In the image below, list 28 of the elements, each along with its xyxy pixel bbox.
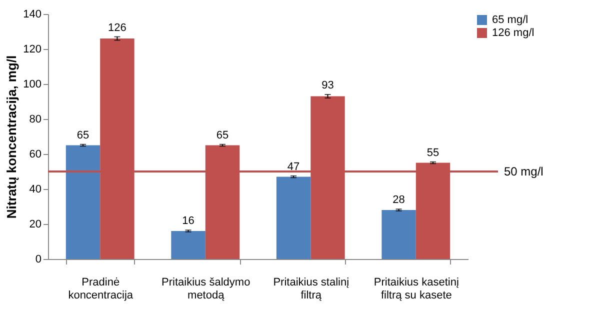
x-tick-label: Pradinė koncentracija <box>68 276 134 302</box>
bar <box>171 231 206 259</box>
x-tick-label: Pritaikius kasetinį filtrą su kasete <box>374 276 460 302</box>
ref-line-label: 50 mg/l <box>504 164 544 178</box>
bar <box>66 145 100 259</box>
y-tick-label: 40 <box>29 184 42 196</box>
y-tick-label: 60 <box>29 148 42 160</box>
y-tick-label: 20 <box>29 218 42 230</box>
x-tick-label: Pritaikius šaldymo metodą <box>162 276 250 302</box>
y-tick-label: 80 <box>29 114 42 126</box>
legend-label: 126 mg/l <box>492 27 534 39</box>
data-label: 28 <box>392 194 405 206</box>
bar <box>382 210 416 259</box>
y-tick-label: 120 <box>23 44 42 56</box>
y-tick-label: 0 <box>35 254 42 266</box>
legend-label: 65 mg/l <box>492 14 528 26</box>
y-tick-label: 140 <box>23 8 42 20</box>
data-label: 47 <box>287 160 300 173</box>
data-label: 65 <box>216 129 229 142</box>
bar <box>276 176 311 259</box>
y-axis-title: Nitratų koncentracija, mg/l <box>4 55 20 219</box>
data-label: 55 <box>426 146 440 159</box>
data-label: 65 <box>76 129 90 142</box>
x-tick-label: Pritaikius stalinį filtrą <box>273 276 350 302</box>
y-tick-label: 100 <box>23 78 42 90</box>
data-label: 126 <box>108 22 126 34</box>
data-label: 16 <box>182 215 194 228</box>
data-label: 93 <box>322 80 334 92</box>
